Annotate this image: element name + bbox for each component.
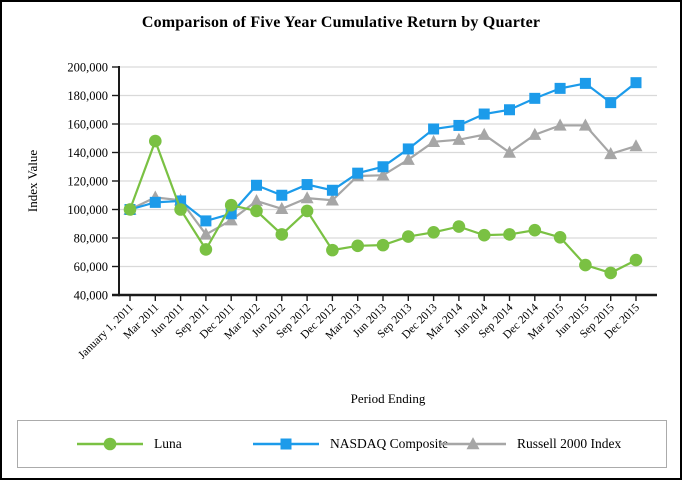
legend-marker-square-icon bbox=[280, 438, 292, 450]
legend-item-luna: Luna bbox=[75, 435, 182, 453]
legend-item-russell-2000-index: Russell 2000 Index bbox=[438, 435, 621, 453]
series-nasdaq-composite bbox=[124, 77, 642, 227]
data-point-marker bbox=[503, 145, 516, 158]
data-point-marker bbox=[478, 108, 490, 120]
data-point-marker bbox=[477, 127, 491, 140]
data-point-marker bbox=[200, 215, 212, 227]
data-point-marker bbox=[326, 184, 338, 196]
data-point-marker bbox=[402, 143, 414, 155]
data-point-marker bbox=[376, 238, 390, 252]
data-point-marker bbox=[251, 179, 262, 191]
chart-title: Comparison of Five Year Cumulative Retur… bbox=[141, 14, 541, 31]
y-tick-label: 60,000 bbox=[74, 260, 108, 274]
data-point-marker bbox=[326, 243, 339, 257]
data-point-marker bbox=[300, 191, 314, 204]
legend: Luna NASDAQ Composite Russell 2000 Index bbox=[17, 420, 667, 468]
y-tick-label: 120,000 bbox=[67, 175, 108, 189]
data-point-marker bbox=[554, 82, 566, 94]
y-tick-label: 100,000 bbox=[67, 203, 108, 217]
data-point-marker bbox=[352, 167, 364, 179]
data-point-marker bbox=[325, 193, 339, 206]
legend-item-nasdaq-composite: NASDAQ Composite bbox=[251, 435, 448, 453]
data-point-marker bbox=[351, 239, 365, 253]
data-point-marker bbox=[301, 179, 313, 191]
data-point-marker bbox=[553, 230, 567, 244]
data-point-marker bbox=[528, 127, 542, 140]
y-tick-label: 80,000 bbox=[74, 232, 108, 246]
data-point-marker bbox=[578, 118, 592, 131]
data-point-marker bbox=[377, 161, 389, 173]
legend-marker-triangle-icon bbox=[466, 437, 480, 450]
data-point-marker bbox=[604, 147, 618, 160]
x-axis-title: Period Ending bbox=[350, 391, 426, 406]
y-axis-title: Index Value bbox=[25, 149, 40, 213]
data-point-marker bbox=[579, 258, 592, 272]
data-point-marker bbox=[123, 203, 137, 216]
data-point-marker bbox=[300, 204, 314, 218]
legend-label: NASDAQ Composite bbox=[330, 436, 449, 451]
data-point-marker bbox=[276, 189, 288, 201]
data-point-marker bbox=[149, 196, 161, 208]
data-point-marker bbox=[503, 228, 516, 241]
data-point-marker bbox=[630, 77, 642, 89]
series-russell-2000-index bbox=[123, 118, 643, 240]
data-point-marker bbox=[275, 228, 289, 241]
legend-swatch-circle-icon bbox=[77, 437, 143, 451]
legend-label: Luna bbox=[154, 436, 182, 451]
data-point-marker bbox=[427, 226, 440, 239]
y-tick-label: 180,000 bbox=[67, 89, 108, 103]
data-point-marker bbox=[477, 228, 491, 242]
data-point-marker bbox=[199, 243, 213, 256]
data-point-marker bbox=[427, 134, 441, 148]
legend-swatch-square-icon bbox=[253, 438, 319, 450]
data-point-marker bbox=[629, 139, 643, 152]
y-tick-label: 140,000 bbox=[67, 146, 108, 160]
data-point-marker bbox=[225, 208, 237, 220]
data-point-marker bbox=[553, 118, 567, 131]
data-point-marker bbox=[528, 223, 542, 237]
data-point-marker bbox=[504, 104, 515, 116]
data-point-marker bbox=[428, 123, 440, 135]
data-point-marker bbox=[452, 132, 466, 145]
data-point-marker bbox=[224, 198, 238, 212]
data-point-marker bbox=[224, 213, 238, 226]
data-point-marker bbox=[175, 195, 187, 207]
data-point-marker bbox=[629, 253, 643, 267]
y-tick-label: 160,000 bbox=[67, 118, 108, 132]
series-line-nasdaq-composite bbox=[129, 81, 637, 223]
legend-label: Russell 2000 Index bbox=[517, 436, 622, 451]
data-point-marker bbox=[529, 92, 541, 104]
data-point-marker bbox=[453, 119, 465, 131]
data-point-marker bbox=[452, 220, 466, 233]
data-point-marker bbox=[376, 168, 390, 181]
data-point-marker bbox=[604, 266, 617, 280]
y-tick-label: 40,000 bbox=[74, 289, 108, 303]
data-point-marker bbox=[275, 201, 289, 214]
y-tick-label: 200,000 bbox=[67, 61, 108, 75]
data-point-marker bbox=[605, 97, 617, 109]
data-point-marker bbox=[250, 204, 263, 218]
data-point-marker bbox=[174, 203, 187, 216]
data-point-marker bbox=[149, 134, 162, 148]
data-point-marker bbox=[579, 77, 591, 89]
series-luna bbox=[123, 134, 643, 280]
data-point-marker bbox=[402, 230, 415, 243]
data-point-marker bbox=[401, 152, 415, 165]
legend-marker-circle-icon bbox=[103, 437, 117, 451]
legend-swatch-triangle-icon bbox=[440, 437, 506, 450]
data-point-marker bbox=[250, 194, 263, 207]
data-point-marker bbox=[199, 227, 213, 240]
